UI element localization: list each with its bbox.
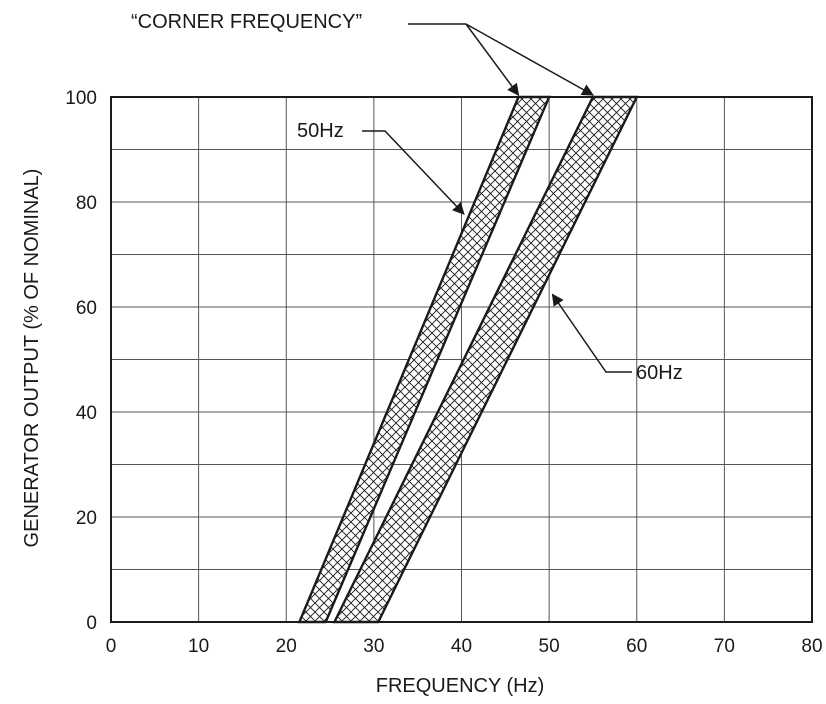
x-tick-label: 60	[626, 636, 647, 657]
arrow-60hz	[551, 293, 632, 373]
annotation-corner-frequency: “CORNER FREQUENCY”	[131, 11, 362, 33]
annotation-50hz: 50Hz	[297, 120, 344, 142]
x-tick-label: 80	[801, 636, 822, 657]
x-tick-label: 70	[714, 636, 735, 657]
x-tick-label: 40	[451, 636, 472, 657]
x-tick-label: 10	[188, 636, 209, 657]
y-tick-label: 20	[76, 508, 97, 529]
x-tick-label: 0	[106, 636, 117, 657]
y-tick-label: 80	[76, 193, 97, 214]
y-tick-label: 100	[65, 88, 97, 109]
y-axis-title: GENERATOR OUTPUT (% OF NOMINAL)	[21, 169, 43, 548]
y-tick-label: 60	[76, 298, 97, 319]
annotation-60hz: 60Hz	[636, 362, 683, 384]
y-tick-labels: 0 20 40 60 80 100	[65, 88, 97, 634]
x-tick-label: 50	[539, 636, 560, 657]
grid-lines	[111, 97, 812, 622]
plot-frame	[110, 96, 813, 623]
x-axis-title: FREQUENCY (Hz)	[376, 675, 545, 697]
annotations: “CORNER FREQUENCY” 50Hz 60Hz	[131, 11, 683, 384]
x-tick-label: 30	[363, 636, 384, 657]
y-tick-label: 0	[86, 613, 97, 634]
y-tick-label: 40	[76, 403, 97, 424]
x-tick-label: 20	[276, 636, 297, 657]
arrow	[465, 23, 594, 96]
arrow	[465, 23, 520, 96]
x-tick-labels: 0 10 20 30 40 50 60 70 80	[106, 636, 823, 657]
arrow-50hz	[362, 130, 465, 215]
